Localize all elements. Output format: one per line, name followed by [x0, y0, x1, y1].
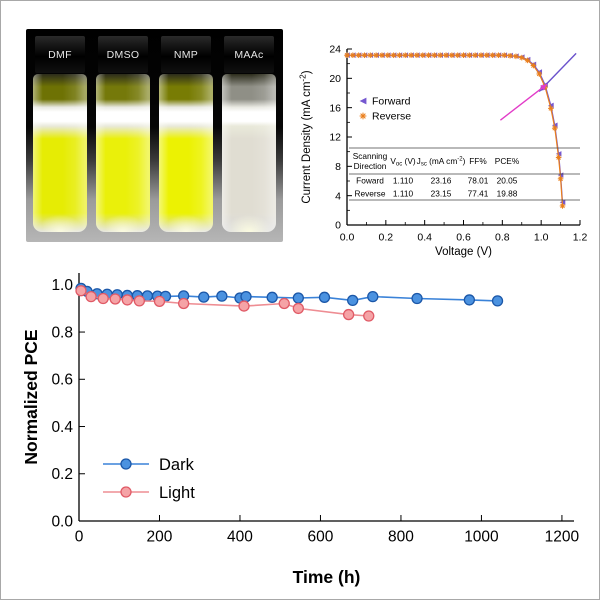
vial-dmso: DMSO	[94, 36, 152, 232]
svg-text:0: 0	[335, 220, 341, 232]
svg-text:1.0: 1.0	[51, 277, 73, 294]
svg-text:20.05: 20.05	[497, 175, 518, 185]
vial-cap: MAAc	[224, 36, 274, 73]
svg-text:Normalized PCE: Normalized PCE	[21, 329, 41, 464]
svg-text:1.110: 1.110	[393, 188, 414, 198]
svg-text:0.0: 0.0	[340, 232, 355, 244]
svg-text:78.01: 78.01	[468, 175, 489, 185]
svg-text:800: 800	[388, 529, 414, 546]
vial-body	[222, 74, 276, 232]
svg-text:Light: Light	[159, 484, 195, 502]
svg-text:77.41: 77.41	[468, 188, 489, 198]
svg-text:PCE%: PCE%	[495, 156, 520, 166]
svg-text:1200: 1200	[545, 529, 580, 546]
vial-nmp: NMP	[157, 36, 215, 232]
svg-text:Dark: Dark	[159, 456, 195, 474]
svg-text:1000: 1000	[464, 529, 499, 546]
solvent-photo: DMF DMSO NMP MAAc	[26, 29, 283, 242]
stability-chart: 0 200 400 600 800 1000 1200 0.0 0.2 0.4 0.6 0.8 1.0 T…	[21, 273, 580, 587]
vial-label: DMSO	[106, 48, 140, 61]
jv-curve-chart: 0.0 0.2 0.4 0.6 0.8 1.0 1.2 0 4 8 12 16 20 24 Voltage …	[298, 44, 588, 258]
axes: 0.0 0.2 0.4 0.6 0.8 1.0 1.2 0 4 8 12 16 20 24	[329, 44, 587, 244]
series-light	[75, 285, 375, 322]
svg-text:Reverse: Reverse	[355, 188, 386, 198]
svg-text:Scanning: Scanning	[353, 151, 388, 161]
vial-label: NMP	[173, 48, 199, 61]
svg-text:1.2: 1.2	[573, 232, 588, 244]
svg-text:19.88: 19.88	[497, 188, 518, 198]
svg-text:23.16: 23.16	[431, 175, 452, 185]
vial-dmf: DMF	[31, 36, 89, 232]
scan-direction-arrows	[499, 52, 577, 121]
svg-text:0.8: 0.8	[495, 232, 510, 244]
svg-text:200: 200	[147, 529, 173, 546]
svg-text:Foward: Foward	[356, 175, 384, 185]
svg-text:Jsc (mA cm-2): Jsc (mA cm-2)	[417, 156, 466, 168]
vial-cap: DMF	[35, 36, 85, 73]
svg-text:0.2: 0.2	[379, 232, 394, 244]
svg-text:0.6: 0.6	[51, 372, 73, 389]
svg-text:Voltage (V): Voltage (V)	[435, 246, 492, 258]
svg-text:400: 400	[227, 529, 253, 546]
svg-text:Voc (V): Voc (V)	[390, 156, 415, 168]
svg-text:0: 0	[75, 529, 84, 546]
svg-text:0.8: 0.8	[51, 324, 73, 341]
vial-body	[159, 74, 213, 232]
svg-text:Direction: Direction	[354, 161, 387, 171]
vial-label: MAAc	[234, 48, 264, 61]
svg-text:Current Density (mA cm-2): Current Density (mA cm-2)	[298, 70, 313, 203]
svg-text:0.6: 0.6	[456, 232, 471, 244]
svg-text:4: 4	[335, 190, 341, 202]
vial-maac: MAAc	[220, 36, 278, 232]
vial-body	[33, 74, 87, 232]
svg-text:0.4: 0.4	[417, 232, 432, 244]
legend: Forward Reverse	[359, 96, 411, 123]
axis-labels: Time (h) Normalized PCE	[21, 329, 360, 587]
svg-text:0.4: 0.4	[51, 419, 73, 436]
svg-text:1.0: 1.0	[534, 232, 549, 244]
svg-text:Reverse: Reverse	[372, 111, 411, 123]
legend: Dark Light	[103, 456, 195, 502]
svg-text:12: 12	[329, 132, 341, 144]
svg-text:Time (h): Time (h)	[293, 567, 361, 587]
svg-text:600: 600	[308, 529, 334, 546]
vial-cap: DMSO	[98, 36, 148, 73]
series-reverse	[344, 52, 566, 209]
vial-cap: NMP	[161, 36, 211, 73]
svg-text:20: 20	[329, 73, 341, 85]
vial-body	[96, 74, 150, 232]
svg-text:23.15: 23.15	[431, 188, 452, 198]
svg-text:1.110: 1.110	[393, 175, 414, 185]
svg-text:FF%: FF%	[469, 156, 487, 166]
svg-text:Forward: Forward	[372, 96, 411, 108]
axis-labels: Voltage (V) Current Density (mA cm-2)	[298, 70, 493, 258]
vial-label: DMF	[48, 48, 72, 61]
svg-text:24: 24	[329, 44, 341, 56]
svg-text:0.0: 0.0	[51, 513, 73, 530]
svg-text:0.2: 0.2	[51, 466, 73, 483]
svg-text:8: 8	[335, 161, 341, 173]
svg-text:16: 16	[329, 102, 341, 114]
axes: 0 200 400 600 800 1000 1200 0.0 0.2 0.4 0.6 0.8 1.0	[51, 273, 580, 546]
